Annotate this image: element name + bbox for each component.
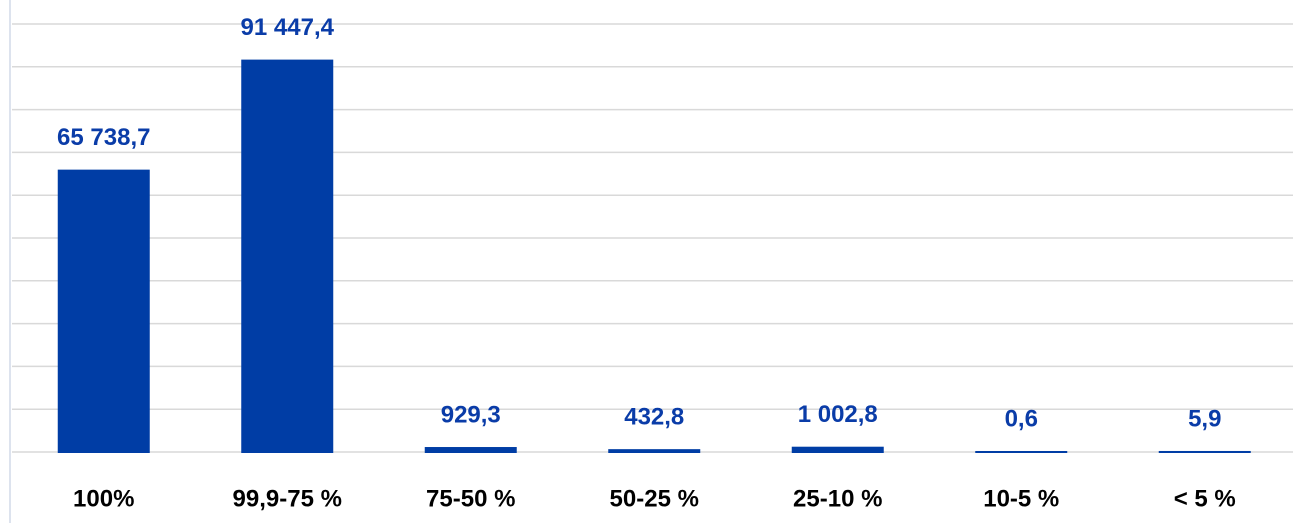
value-label: 432,8 bbox=[624, 403, 684, 430]
value-label: 0,6 bbox=[1005, 405, 1038, 432]
bar bbox=[424, 447, 517, 453]
bar bbox=[1158, 450, 1251, 453]
x-tick-label: 10-5 % bbox=[983, 485, 1059, 512]
value-label: 91 447,4 bbox=[241, 14, 335, 41]
bar bbox=[608, 449, 701, 453]
x-tick-label: < 5 % bbox=[1174, 485, 1236, 512]
x-tick-label: 25-10 % bbox=[793, 485, 882, 512]
bar bbox=[241, 59, 334, 453]
value-label: 1 002,8 bbox=[798, 401, 878, 428]
value-label: 5,9 bbox=[1188, 405, 1221, 432]
x-tick-label: 75-50 % bbox=[426, 485, 515, 512]
x-tick-label: 50-25 % bbox=[610, 485, 699, 512]
x-tick-label: 99,9-75 % bbox=[233, 485, 342, 512]
value-label: 65 738,7 bbox=[57, 124, 150, 151]
bar bbox=[57, 169, 150, 453]
value-label: 929,3 bbox=[441, 401, 501, 428]
bar bbox=[791, 446, 884, 453]
bar bbox=[975, 450, 1068, 453]
x-tick-label: 100% bbox=[73, 485, 134, 512]
